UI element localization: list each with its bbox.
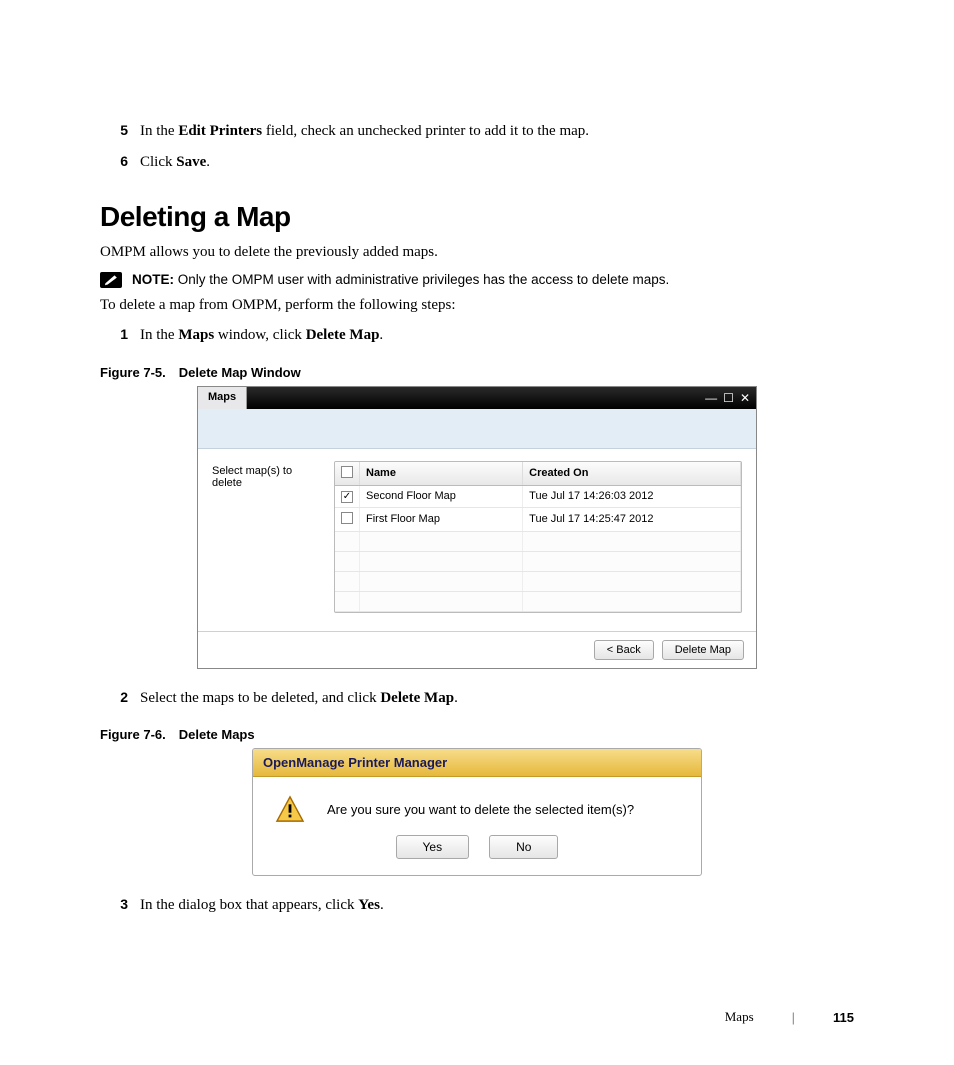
table-row[interactable]: ✓ Second Floor MapTue Jul 17 14:26:03 201… — [335, 485, 741, 507]
maximize-icon[interactable]: ☐ — [723, 391, 734, 405]
window-controls: — ☐ ✕ — [705, 387, 756, 409]
delete-map-button[interactable]: Delete Map — [662, 640, 744, 660]
intro-text: OMPM allows you to delete the previously… — [100, 241, 854, 264]
step-2: 2 Select the maps to be deleted, and cli… — [100, 687, 854, 710]
warning-icon — [275, 795, 305, 823]
footer-separator: | — [792, 1010, 795, 1025]
maps-title: Maps — [198, 387, 247, 409]
step-text: In the Maps window, click Delete Map. — [140, 324, 383, 347]
step-text: Select the maps to be deleted, and click… — [140, 687, 458, 710]
cell-name: First Floor Map — [360, 507, 523, 531]
step-number: 5 — [100, 122, 128, 138]
maps-titlebar: Maps — ☐ ✕ — [198, 387, 756, 409]
page-number: 115 — [833, 1010, 854, 1025]
intro2-text: To delete a map from OMPM, perform the f… — [100, 294, 854, 317]
dialog-title: OpenManage Printer Manager — [253, 749, 701, 777]
dialog-actions: Yes No — [253, 835, 701, 875]
step-text: In the Edit Printers field, check an unc… — [140, 120, 589, 143]
table-row-empty — [335, 551, 741, 571]
figure-7-6-caption: Figure 7-6. Delete Maps — [100, 727, 854, 742]
confirm-dialog: OpenManage Printer Manager Are you sure … — [252, 748, 702, 876]
col-created: Created On — [523, 462, 741, 486]
step-number: 2 — [100, 689, 128, 705]
note-body: Only the OMPM user with administrative p… — [178, 272, 669, 287]
maps-window: Maps — ☐ ✕ Select map(s) to delete Name … — [197, 386, 757, 669]
table-row-empty — [335, 571, 741, 591]
row-checkbox[interactable] — [341, 512, 353, 524]
note: NOTE: Only the OMPM user with administra… — [100, 272, 854, 288]
cell-created: Tue Jul 17 14:25:47 2012 — [523, 507, 741, 531]
back-button[interactable]: < Back — [594, 640, 654, 660]
no-button[interactable]: No — [489, 835, 558, 859]
maps-body: Select map(s) to delete Name Created On … — [198, 449, 756, 631]
maps-toolbar — [198, 409, 756, 449]
step-3: 3 In the dialog box that appears, click … — [100, 894, 854, 917]
maps-footer: < Back Delete Map — [198, 631, 756, 668]
note-text: NOTE: Only the OMPM user with administra… — [132, 272, 669, 287]
table-row-empty — [335, 531, 741, 551]
section-heading: Deleting a Map — [100, 201, 854, 233]
step-text: In the dialog box that appears, click Ye… — [140, 894, 384, 917]
step-number: 6 — [100, 153, 128, 169]
dialog-message: Are you sure you want to delete the sele… — [327, 802, 634, 817]
maps-table: Name Created On ✓ Second Floor MapTue Jul… — [334, 461, 742, 613]
dialog-body: Are you sure you want to delete the sele… — [253, 777, 701, 835]
step-6: 6 Click Save. — [100, 151, 854, 174]
minimize-icon[interactable]: — — [705, 391, 717, 405]
table-header-row: Name Created On — [335, 462, 741, 486]
step-number: 1 — [100, 326, 128, 342]
cell-name: Second Floor Map — [360, 485, 523, 507]
step-text: Click Save. — [140, 151, 210, 174]
col-checkbox[interactable] — [335, 462, 360, 486]
select-maps-label: Select map(s) to delete — [212, 461, 322, 613]
cell-created: Tue Jul 17 14:26:03 2012 — [523, 485, 741, 507]
col-name: Name — [360, 462, 523, 486]
note-icon — [100, 272, 122, 288]
figure-7-5-caption: Figure 7-5. Delete Map Window — [100, 365, 854, 380]
table-row[interactable]: First Floor MapTue Jul 17 14:25:47 2012 — [335, 507, 741, 531]
step-5: 5 In the Edit Printers field, check an u… — [100, 120, 854, 143]
page-footer: Maps | 115 — [100, 1009, 854, 1025]
step-number: 3 — [100, 896, 128, 912]
yes-button[interactable]: Yes — [396, 835, 470, 859]
table-row-empty — [335, 591, 741, 611]
note-label: NOTE: — [132, 272, 174, 287]
step-1: 1 In the Maps window, click Delete Map. — [100, 324, 854, 347]
row-checkbox[interactable]: ✓ — [341, 491, 353, 503]
footer-section: Maps — [725, 1009, 754, 1025]
header-checkbox[interactable] — [341, 466, 353, 478]
close-icon[interactable]: ✕ — [740, 391, 750, 405]
